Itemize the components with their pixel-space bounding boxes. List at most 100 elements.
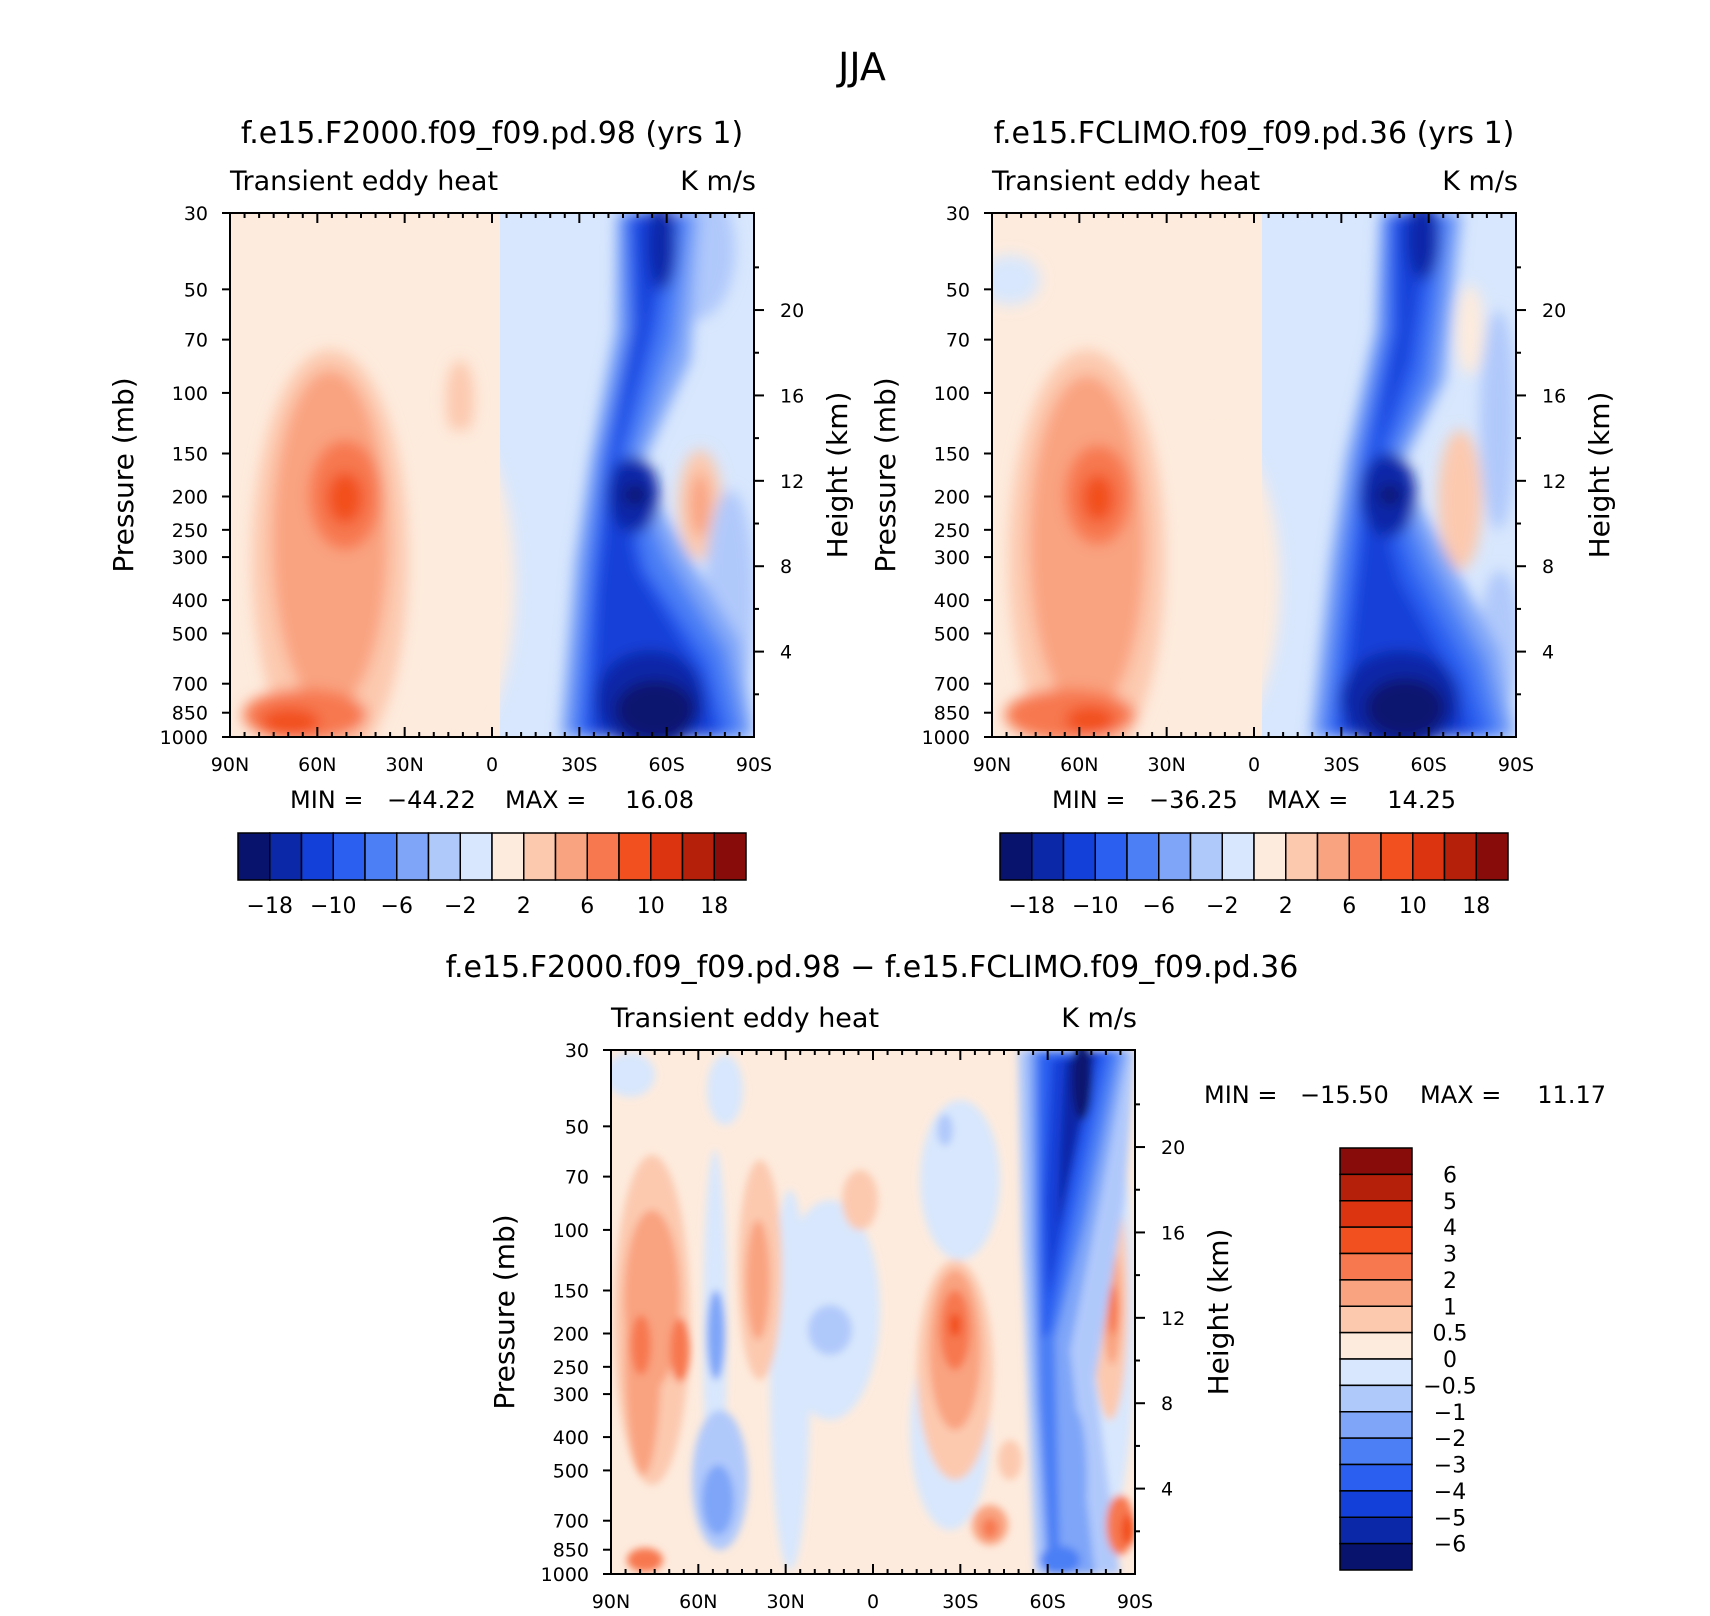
colorbar-box <box>1253 832 1287 881</box>
x-tick-label: 60N <box>679 1591 717 1611</box>
y-tick-label: 300 <box>172 547 208 569</box>
y-tick-label: 1000 <box>160 727 208 749</box>
y-tick-label: 400 <box>172 590 208 612</box>
panel-b-title: f.e15.FCLIMO.f09_f09.pd.36 (yrs 1) <box>994 116 1515 151</box>
colorbar-box <box>1339 1173 1413 1202</box>
colorbar-label: 6 <box>580 894 594 919</box>
colorbar-box <box>1339 1490 1413 1518</box>
y-tick-label: 250 <box>934 520 970 542</box>
x-tick-label: 0 <box>1248 754 1260 776</box>
x-tick-label: 30N <box>385 754 423 776</box>
y-tick-label: 70 <box>184 330 208 352</box>
y-right-tick-label: 4 <box>1161 1479 1173 1501</box>
colorbar-level: 3 <box>1443 1243 1457 1268</box>
panel-a-ylabel-right: Height (km) <box>821 392 854 559</box>
colorbar-box <box>364 832 398 881</box>
panel-b-ylabel: Pressure (mb) <box>869 377 902 572</box>
y-tick-label: 50 <box>184 279 208 301</box>
colorbar-label: −2 <box>1206 894 1238 919</box>
y-right-tick-label: 12 <box>1542 471 1566 493</box>
y-tick-label: 850 <box>553 1540 589 1562</box>
panel-b-min-label: MIN = <box>1052 786 1125 814</box>
colorbar-box <box>1339 1411 1413 1439</box>
panel-c-field <box>611 1050 1135 1574</box>
colorbar-box <box>650 832 684 881</box>
x-tick-label: 90S <box>1117 1591 1153 1611</box>
y-tick-label: 300 <box>553 1384 589 1406</box>
colorbar-label: 2 <box>1279 894 1293 919</box>
colorbar-label: −6 <box>1143 894 1175 919</box>
panel-c: f.e15.F2000.f09_f09.pd.98 − f.e15.FCLIMO… <box>446 950 1606 1613</box>
colorbar-box <box>1412 832 1446 881</box>
x-tick-label: 60N <box>298 754 336 776</box>
colorbar-box <box>396 832 430 881</box>
y-right-tick-label: 12 <box>1161 1308 1185 1330</box>
colorbar-box <box>1339 1331 1413 1360</box>
colorbar-box <box>1339 1463 1413 1492</box>
y-tick-label: 1000 <box>922 727 970 749</box>
colorbar-box <box>332 832 366 881</box>
x-tick-label: 90S <box>1498 754 1534 776</box>
colorbar-level: −1 <box>1434 1401 1466 1426</box>
colorbar-box <box>269 832 303 881</box>
colorbar-label: 10 <box>1399 894 1427 919</box>
panel-a-max-value: 16.08 <box>625 786 694 814</box>
colorbar-box <box>1316 832 1350 881</box>
y-tick-label: 50 <box>946 279 970 301</box>
y-tick-label: 30 <box>946 203 970 225</box>
colorbar-box <box>1189 832 1223 881</box>
colorbar-label: 10 <box>637 894 665 919</box>
y-tick-label: 850 <box>934 703 970 725</box>
colorbar-box <box>459 832 493 881</box>
y-tick-label: 700 <box>172 674 208 696</box>
colorbar-box <box>427 832 461 881</box>
colorbar-label: −18 <box>247 894 293 919</box>
colorbar-label: 18 <box>700 894 728 919</box>
colorbar-level: 2 <box>1443 1269 1457 1294</box>
colorbar-level: 1 <box>1443 1295 1457 1320</box>
y-tick-label: 200 <box>553 1323 589 1345</box>
x-tick-label: 30S <box>561 754 597 776</box>
colorbar-box <box>1339 1384 1413 1413</box>
x-tick-label: 0 <box>867 1591 879 1611</box>
y-tick-label: 50 <box>565 1116 589 1138</box>
colorbar-label: −18 <box>1009 894 1055 919</box>
colorbar-box <box>1339 1279 1413 1307</box>
colorbar-label: 18 <box>1462 894 1490 919</box>
x-tick-label: 60S <box>649 754 685 776</box>
y-tick-label: 150 <box>553 1281 589 1303</box>
colorbar-level: 0.5 <box>1433 1322 1468 1347</box>
y-tick-label: 100 <box>934 383 970 405</box>
y-right-tick-label: 8 <box>1542 556 1554 578</box>
colorbar-box <box>1475 832 1509 881</box>
panel-a: f.e15.F2000.f09_f09.pd.98 (yrs 1) Transi… <box>107 116 854 919</box>
colorbar-label: −6 <box>381 894 413 919</box>
colorbar-box <box>491 832 525 881</box>
panel-a-field <box>230 213 754 737</box>
panel-a-units: K m/s <box>680 166 756 197</box>
panel-a-title: f.e15.F2000.f09_f09.pd.98 (yrs 1) <box>241 116 743 151</box>
colorbar-box <box>1339 1252 1413 1281</box>
y-right-tick-label: 16 <box>780 385 804 407</box>
colorbar-level: −6 <box>1434 1533 1466 1558</box>
y-tick-label: 150 <box>934 444 970 466</box>
colorbar-box <box>1339 1437 1413 1466</box>
colorbar-box <box>1094 832 1128 881</box>
x-tick-label: 90N <box>592 1591 630 1611</box>
colorbar-box <box>1062 832 1096 881</box>
x-tick-label: 60N <box>1060 754 1098 776</box>
colorbar-level: 6 <box>1443 1163 1457 1188</box>
colorbar-level: 0 <box>1443 1348 1457 1373</box>
y-tick-label: 100 <box>172 383 208 405</box>
panel-b-units: K m/s <box>1442 166 1518 197</box>
panel-a-ylabel: Pressure (mb) <box>107 377 140 572</box>
y-tick-label: 500 <box>172 623 208 645</box>
y-right-tick-label: 12 <box>780 471 804 493</box>
y-tick-label: 500 <box>934 623 970 645</box>
colorbar-box <box>1339 1542 1413 1571</box>
x-tick-label: 0 <box>486 754 498 776</box>
panel-c-title: f.e15.F2000.f09_f09.pd.98 − f.e15.FCLIMO… <box>446 950 1299 985</box>
colorbar-box <box>999 832 1033 881</box>
panel-c-units: K m/s <box>1061 1003 1137 1034</box>
y-right-tick-label: 20 <box>1542 300 1566 322</box>
